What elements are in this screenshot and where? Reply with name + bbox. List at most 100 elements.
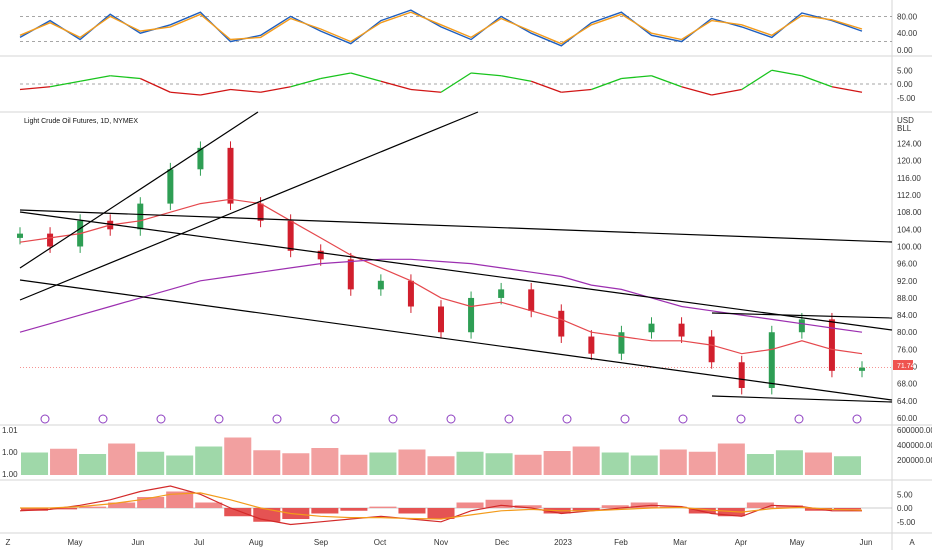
price-tick-label: 80.00	[897, 328, 918, 337]
macd-tick-label: 0.00	[897, 504, 913, 513]
oscillator-segment	[741, 69, 773, 91]
dividend-arrow-icon	[446, 414, 456, 424]
price-tick-label: 60.00	[897, 414, 918, 423]
volume-bar	[746, 454, 774, 475]
time-axis-label: Feb	[614, 538, 628, 547]
price-candle	[47, 233, 54, 247]
price-candle	[798, 319, 805, 333]
oscillator-segment	[170, 91, 201, 96]
price-candle	[377, 280, 384, 290]
macd-histogram-bar	[601, 505, 629, 508]
macd-line	[19, 485, 862, 526]
time-axis-label: Jun	[132, 538, 145, 547]
volume-bar	[717, 443, 745, 475]
price-candle	[859, 367, 865, 371]
trendline	[19, 111, 479, 301]
volume-bar	[833, 456, 861, 475]
dividend-arrow-icon	[388, 414, 398, 424]
time-axis-label: Mar	[673, 538, 687, 547]
time-axis-label: Nov	[434, 538, 448, 547]
stochastic-tick-label: 80.00	[897, 12, 918, 21]
price-candle	[17, 233, 23, 238]
oscillator-segment	[681, 86, 712, 96]
time-axis-label: A	[909, 538, 915, 547]
price-candle	[407, 280, 414, 307]
oscillator-segment	[410, 88, 442, 93]
stochastic-pane: 80.00 40.00 0.00	[19, 9, 918, 55]
price-tick-label: 68.00	[897, 380, 918, 389]
price-candle	[137, 203, 144, 230]
volume-tick-label-left: 1.01	[2, 426, 18, 435]
price-candle	[618, 332, 625, 354]
dividend-arrow-icon	[736, 414, 746, 424]
volume-bar	[804, 452, 832, 475]
macd-histogram-bar	[427, 508, 455, 519]
oscillator-segment	[200, 88, 231, 96]
price-candle	[558, 310, 565, 337]
dividend-arrow-icon	[330, 414, 340, 424]
volume-bar	[21, 452, 49, 475]
oscillator-pane: 5.00 0.00 -5.00	[19, 66, 916, 103]
time-axis-label: Sep	[314, 538, 329, 547]
price-candle	[828, 319, 835, 371]
oscillator-segment	[380, 80, 412, 91]
time-axis-label: Apr	[735, 538, 748, 547]
volume-bar	[572, 446, 600, 475]
volume-bar	[630, 455, 658, 475]
trendline	[711, 395, 893, 403]
time-axis-label: Jul	[194, 538, 204, 547]
price-tick-label: 112.00	[897, 191, 921, 200]
oscillator-segment	[591, 77, 622, 91]
volume-bar	[195, 446, 223, 475]
dividend-arrow-icon	[214, 414, 224, 424]
price-candle	[287, 220, 294, 251]
volume-tick-label-right: 400000.00	[897, 441, 932, 450]
volume-bar	[137, 451, 165, 475]
oscillator-segment	[651, 75, 682, 88]
time-axis-label: Dec	[495, 538, 509, 547]
volume-bar	[79, 454, 107, 475]
volume-bar	[543, 451, 571, 475]
time-axis-label: Aug	[249, 538, 263, 547]
macd-histogram-bar	[630, 502, 658, 508]
volume-bar	[311, 448, 339, 475]
price-candle	[498, 289, 505, 298]
price-candle	[768, 332, 775, 388]
volume-bar	[485, 453, 513, 475]
dividend-arrow-icon	[852, 414, 862, 424]
moving-average-slow-line	[19, 258, 863, 333]
macd-histogram-bar	[717, 508, 745, 517]
dividend-arrow-icon	[98, 414, 108, 424]
trendline	[711, 312, 893, 319]
time-axis-label: May	[67, 538, 82, 547]
macd-histogram-bar	[369, 506, 397, 508]
macd-signal-line	[20, 492, 863, 520]
last-price-badge: 71.74	[893, 360, 915, 370]
macd-histogram-bar	[224, 508, 252, 517]
volume-pane: 600000.00 400000.00 200000.00 1.01 1.00 1.00	[2, 426, 932, 479]
price-pane: 124.00 120.00 116.00 112.00 108.00 104.00 100.…	[17, 111, 922, 424]
volume-bar	[282, 453, 310, 475]
volume-bar	[688, 451, 716, 475]
volume-tick-label-left: 1.00	[2, 448, 18, 457]
price-tick-label: 116.00	[897, 174, 921, 183]
price-candle	[227, 147, 234, 204]
oscillator-segment	[110, 75, 141, 80]
volume-bar	[514, 454, 542, 475]
macd-histogram-bar	[833, 508, 861, 510]
volume-bar	[108, 443, 136, 475]
oscillator-segment	[49, 80, 81, 88]
oscillator-segment	[140, 77, 171, 93]
price-tick-label: 84.00	[897, 311, 918, 320]
price-tick-label: 124.00	[897, 140, 922, 149]
oscillator-segment	[561, 88, 592, 93]
price-candle	[438, 306, 444, 333]
price-candle	[588, 336, 595, 354]
price-tick-label: 120.00	[897, 157, 922, 166]
dividend-arrow-icon	[678, 414, 688, 424]
macd-histogram-bar	[514, 505, 542, 508]
price-candle	[708, 336, 715, 363]
price-candle	[197, 147, 204, 170]
